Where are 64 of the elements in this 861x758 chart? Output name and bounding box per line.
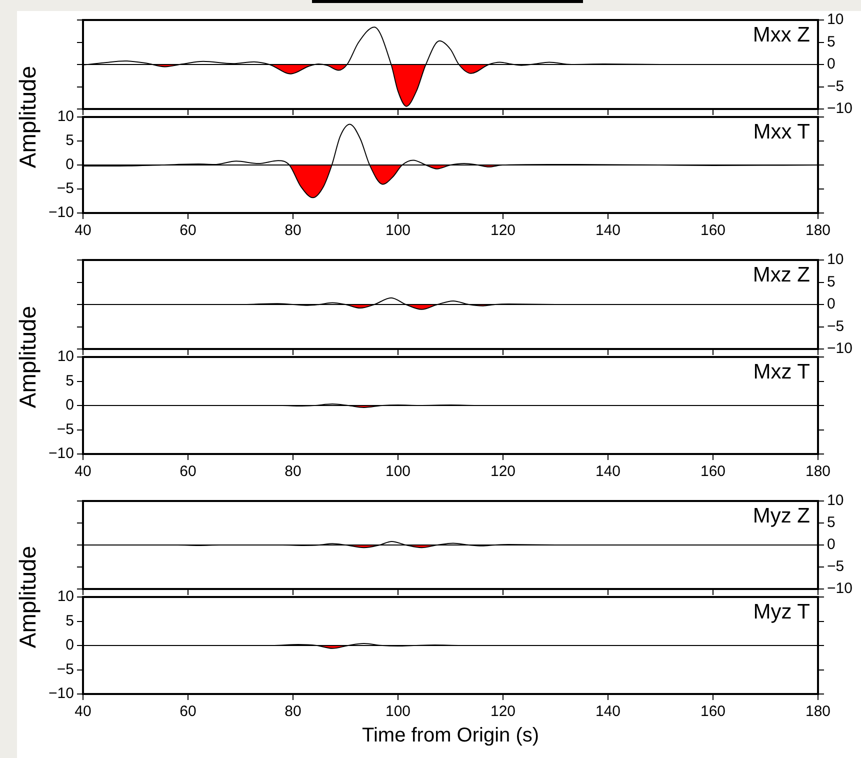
chart-title: Myz T [753,600,810,624]
x-tick-label: 160 [700,463,726,480]
x-tick-label: 60 [180,222,196,240]
x-tick-label: 40 [74,463,92,480]
x-tick-label: 160 [700,703,726,720]
y-tick-label: 10 [57,348,74,366]
x-tick-label: 80 [284,703,302,720]
y-tick-label: −5 [56,180,74,198]
x-tick-label: 140 [595,703,621,720]
y2-tick-label: 5 [827,273,836,290]
x-tick-label: 120 [490,703,516,720]
x-tick-label: 180 [805,222,831,240]
x-tick-label: 180 [805,463,831,480]
y2-tick-label: 5 [827,33,836,50]
y-axis-title: Amplitude [14,546,42,648]
x-tick-label: 140 [595,222,621,240]
x-tick-label: 160 [700,222,726,240]
y-axis-title: Amplitude [14,306,42,408]
y-axis-title: Amplitude [14,66,42,168]
y-tick-label: 0 [66,636,74,654]
y2-tick-label: −10 [827,340,852,358]
y-tick-label: −10 [48,445,74,462]
y-tick-label: 5 [66,612,74,630]
x-tick-label: 60 [180,463,196,480]
y2-tick-label: 10 [827,251,844,268]
y2-tick-label: −10 [827,580,852,598]
y-tick-label: 10 [57,108,74,126]
y2-tick-label: −5 [827,318,844,335]
y2-tick-label: 10 [827,492,844,510]
y-tick-label: −5 [56,660,74,678]
y-tick-label: 5 [66,372,74,390]
x-tick-label: 40 [74,222,92,240]
chart-title: Mxz Z [752,263,810,286]
y2-tick-label: 5 [827,514,836,532]
x-tick-label: 40 [74,703,92,720]
y-tick-label: 5 [66,132,74,150]
x-tick-label: 120 [490,463,516,480]
y-tick-label: 10 [57,588,74,606]
x-tick-label: 80 [284,463,302,480]
x-tick-label: 100 [385,463,411,480]
y-tick-label: −10 [48,685,74,702]
y-tick-label: −5 [56,420,74,438]
y2-tick-label: −10 [827,100,852,118]
x-tick-label: 80 [284,222,302,240]
y-tick-label: −10 [48,204,74,222]
y2-tick-label: 0 [827,536,836,554]
x-tick-label: 180 [805,703,831,720]
x-tick-label: 100 [385,222,411,240]
y2-tick-label: 0 [827,296,836,313]
chart-title: Mxx Z [752,23,810,46]
x-tick-label: 60 [180,703,196,720]
y2-tick-label: −5 [827,558,844,576]
chart-title: Mxx T [753,120,810,144]
y2-tick-label: 10 [827,11,844,28]
chart-title: Mxz T [753,360,810,384]
y2-tick-label: 0 [827,56,836,73]
x-axis-title: Time from Origin (s) [362,724,540,747]
x-tick-label: 140 [595,463,621,480]
y2-tick-label: −5 [827,78,844,95]
chart-title: Myz Z [752,504,810,528]
x-tick-label: 120 [490,222,516,240]
x-tick-label: 100 [385,703,411,720]
y-tick-label: 0 [66,396,74,414]
y-tick-label: 0 [66,156,74,174]
